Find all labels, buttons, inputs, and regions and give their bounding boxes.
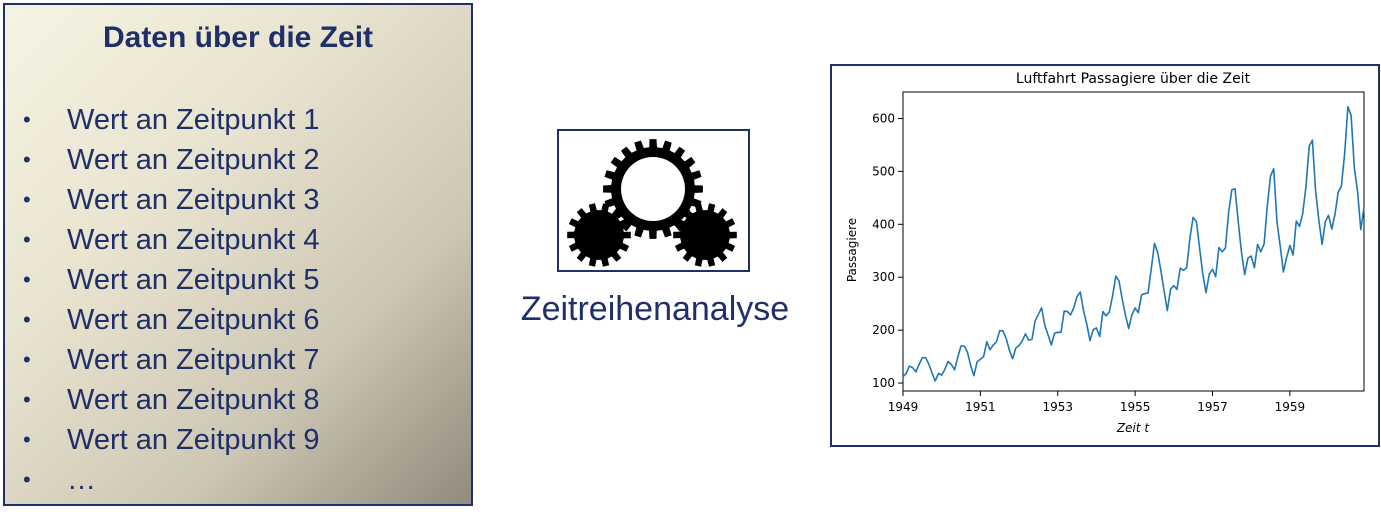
bullet-icon: •	[23, 147, 31, 172]
x-tick-label: 1951	[965, 400, 996, 414]
x-tick-label: 1949	[888, 400, 919, 414]
list-item-label: …	[67, 464, 96, 496]
plot-frame	[902, 91, 1365, 392]
gear-group	[567, 139, 737, 267]
y-tick-label: 500	[872, 164, 895, 178]
list-item: • Wert an Zeitpunkt 4	[5, 220, 320, 260]
gear-box	[557, 129, 750, 272]
list-item: • Wert an Zeitpunkt 2	[5, 140, 320, 180]
list-item: • Wert an Zeitpunkt 9	[5, 420, 320, 460]
list-item: • Wert an Zeitpunkt 7	[5, 340, 320, 380]
data-box: Daten über die Zeit • Wert an Zeitpunkt 1…	[3, 3, 473, 506]
series-line	[902, 105, 1365, 382]
bullet-icon: •	[23, 427, 31, 452]
value-list: • Wert an Zeitpunkt 1 • Wert an Zeitpunkt 2…	[5, 100, 320, 500]
list-item: • Wert an Zeitpunkt 8	[5, 380, 320, 420]
y-tick-label: 100	[872, 376, 895, 390]
list-item-label: Wert an Zeitpunkt 5	[67, 264, 320, 296]
list-item-label: Wert an Zeitpunkt 7	[67, 344, 320, 376]
y-axis-title: Passagiere	[845, 218, 859, 282]
axes: 1949 1951 1953 1955 1957 1959 100 200 300 400 500 6…	[872, 91, 1365, 414]
y-tick-label: 600	[872, 111, 895, 125]
list-item-label: Wert an Zeitpunkt 6	[67, 304, 320, 336]
gears-icon	[567, 139, 737, 267]
bullet-icon: •	[23, 107, 31, 132]
list-item-label: Wert an Zeitpunkt 9	[67, 424, 320, 456]
list-item: • Wert an Zeitpunkt 3	[5, 180, 320, 220]
bullet-icon: •	[23, 307, 31, 332]
list-item-label: Wert an Zeitpunkt 4	[67, 224, 320, 256]
bullet-icon: •	[23, 347, 31, 372]
list-item-label: Wert an Zeitpunkt 3	[67, 184, 320, 216]
list-item-label: Wert an Zeitpunkt 1	[67, 104, 320, 136]
box-title: Daten über die Zeit	[102, 21, 374, 54]
gear-left-icon	[567, 203, 631, 267]
analysis-label: Zeitreihenanalyse	[520, 290, 790, 328]
list-item-label: Wert an Zeitpunkt 8	[67, 384, 320, 416]
line-chart: Luftfahrt Passagiere über die Zeit 1949 1…	[845, 71, 1365, 435]
x-tick-label: 1955	[1120, 400, 1151, 414]
x-tick-label: 1959	[1275, 400, 1306, 414]
x-axis-title: Zeit t	[1116, 421, 1150, 435]
y-tick-label: 400	[872, 217, 895, 231]
bullet-icon: •	[23, 187, 31, 212]
gear-top-hole	[621, 157, 685, 221]
chart-title: Luftfahrt Passagiere über die Zeit	[1016, 71, 1251, 87]
x-tick-label: 1957	[1197, 400, 1228, 414]
chart-frame: Luftfahrt Passagiere über die Zeit 1949 1…	[830, 64, 1380, 447]
y-tick-label: 200	[872, 323, 895, 337]
series-group	[902, 105, 1365, 382]
list-item: • Wert an Zeitpunkt 6	[5, 300, 320, 340]
x-tick-label: 1953	[1042, 400, 1073, 414]
bullet-icon: •	[23, 267, 31, 292]
list-item-label: Wert an Zeitpunkt 2	[67, 144, 320, 176]
y-tick-label: 300	[872, 270, 895, 284]
list-item: • Wert an Zeitpunkt 1	[5, 100, 320, 140]
bullet-icon: •	[23, 387, 31, 412]
list-item: •…	[5, 460, 320, 500]
bullet-icon: •	[23, 227, 31, 252]
bullet-icon: •	[23, 467, 31, 492]
gear-right-icon	[673, 203, 737, 267]
list-item: • Wert an Zeitpunkt 5	[5, 260, 320, 300]
